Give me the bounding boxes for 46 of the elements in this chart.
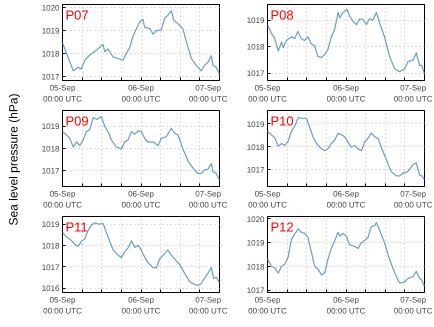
y-tick-label: 1016	[42, 284, 60, 294]
x-tick-label: 07-Sep 00:00 UTC	[394, 190, 433, 210]
x-tick-label: 06-Sep 00:00 UTC	[122, 190, 161, 210]
y-tick-label: 1017	[42, 166, 60, 176]
chart-title: P11	[66, 220, 88, 234]
chart-title: P12	[270, 220, 294, 234]
y-tick-label: 1017	[42, 262, 60, 272]
y-tick-label: 1019	[42, 26, 60, 36]
y-tick-label: 1020	[246, 214, 266, 224]
y-tick-label: 1019	[42, 220, 60, 230]
chart-title: P07	[66, 8, 89, 22]
x-tick-label: 06-Sep 00:00 UTC	[326, 296, 366, 316]
y-tick-label: 1018	[246, 42, 266, 52]
chart-title: P09	[66, 114, 89, 128]
x-tick-label: 05-Sep 00:00 UTC	[248, 190, 288, 210]
y-tick-label: 1017	[246, 286, 266, 296]
y-tick-label: 1018	[42, 49, 60, 58]
y-tick-label: 1018	[42, 144, 60, 154]
x-tick-label: 07-Sep 00:00 UTC	[394, 296, 433, 316]
y-tick-label: 1019	[246, 120, 266, 129]
y-tick-label: 1019	[246, 16, 266, 26]
y-tick-label: 1018	[42, 242, 60, 251]
y-tick-label: 1018	[246, 142, 266, 152]
x-tick-label: 06-Sep 00:00 UTC	[326, 190, 366, 210]
y-tick-label: 1017	[246, 69, 266, 78]
y-tick-label: 1018	[246, 262, 266, 272]
y-tick-label: 1019	[42, 122, 60, 132]
x-tick-label: 06-Sep 00:00 UTC	[122, 296, 161, 316]
x-tick-label: 06-Sep 00:00 UTC	[326, 84, 366, 104]
chart-title: P10	[270, 114, 294, 128]
x-tick-label: 06-Sep 00:00 UTC	[122, 84, 161, 104]
x-tick-label: 07-Sep 00:00 UTC	[188, 84, 228, 104]
x-tick-label: 05-Sep 00:00 UTC	[248, 84, 288, 104]
y-axis-title: Sea level pressure (hPa)	[6, 93, 21, 226]
y-tick-label: 1020	[42, 3, 60, 12]
y-tick-label: 1017	[42, 72, 60, 82]
x-tick-label: 07-Sep 00:00 UTC	[188, 296, 228, 316]
x-tick-label: 07-Sep 00:00 UTC	[394, 84, 433, 104]
x-tick-label: 05-Sep 00:00 UTC	[43, 296, 82, 316]
x-tick-label: 05-Sep 00:00 UTC	[43, 190, 82, 210]
x-tick-label: 05-Sep 00:00 UTC	[248, 296, 288, 316]
x-tick-label: 07-Sep 00:00 UTC	[188, 190, 228, 210]
x-tick-label: 05-Sep 00:00 UTC	[43, 84, 82, 104]
chart-title: P08	[270, 8, 294, 22]
y-tick-label: 1019	[246, 238, 266, 248]
y-tick-label: 1017	[246, 166, 266, 175]
